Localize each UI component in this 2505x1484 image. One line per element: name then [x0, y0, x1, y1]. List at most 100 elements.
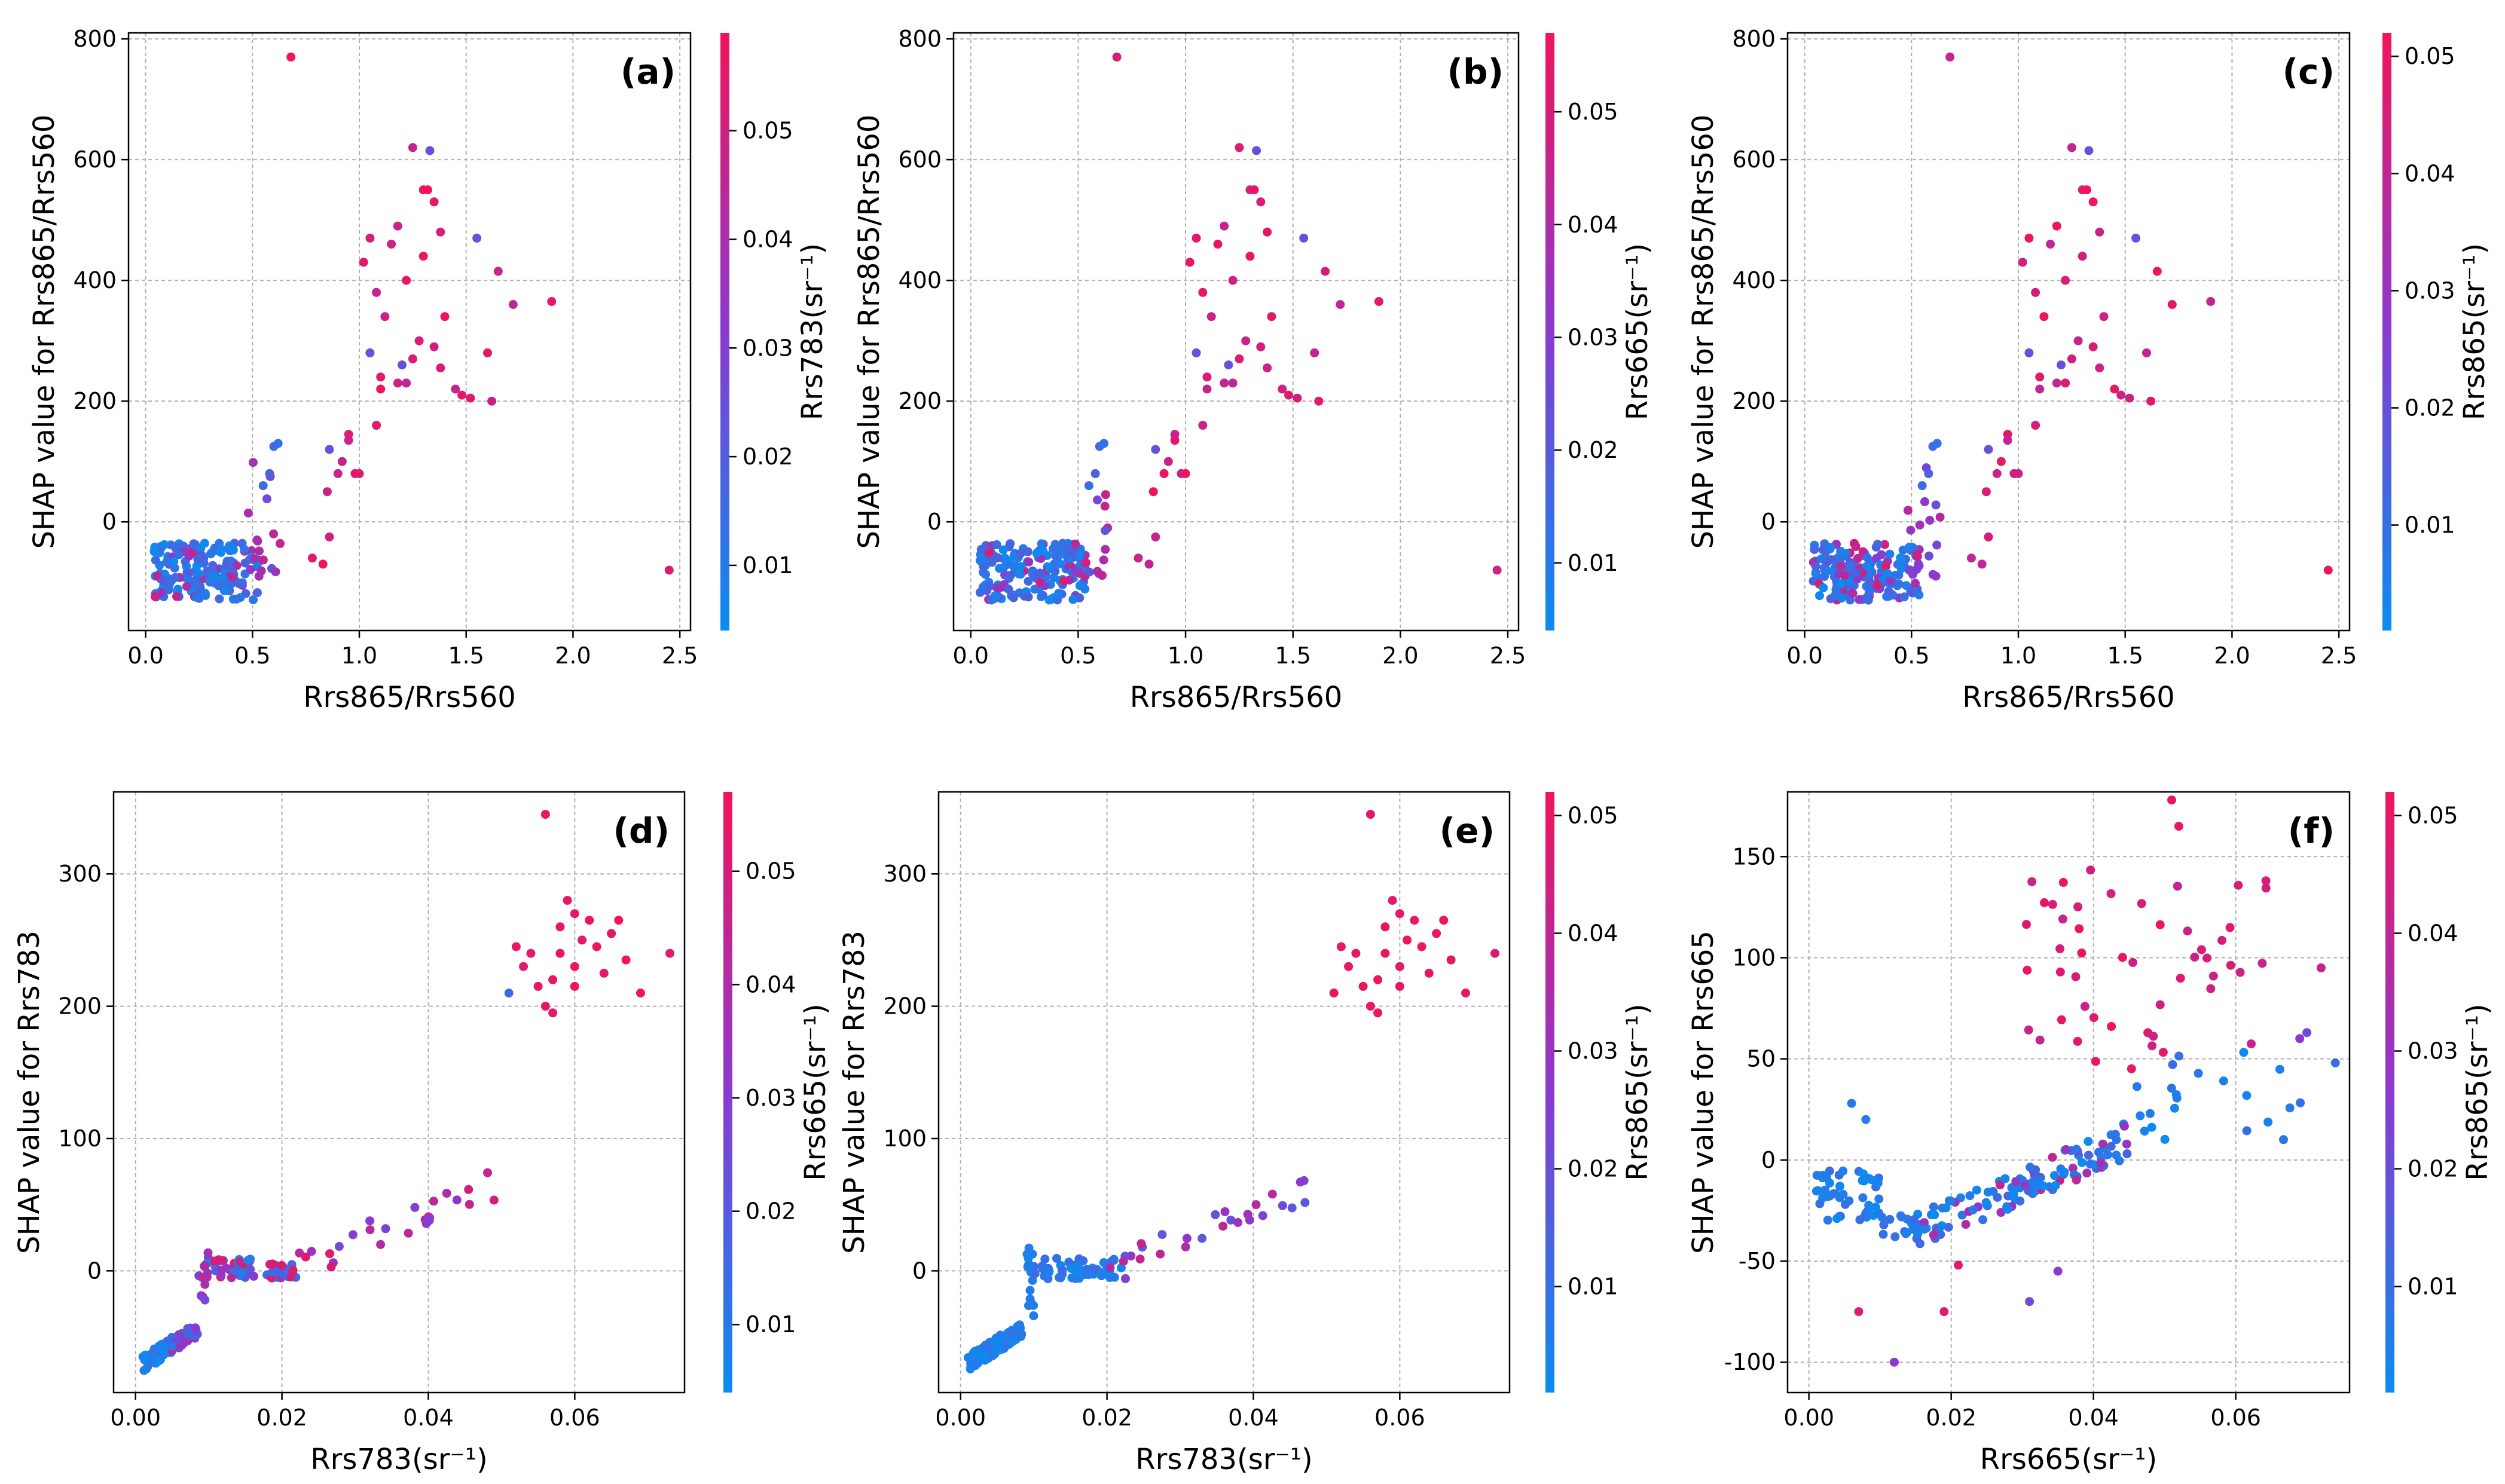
x-tick-label: 1.0	[341, 642, 377, 669]
scatter-point	[217, 544, 227, 554]
scatter-point	[2127, 1064, 2136, 1073]
scatter-point	[1862, 553, 1872, 562]
scatter-point	[1344, 962, 1354, 971]
colorbar: 0.01 0.02 0.03 0.04 0.05 Rrs665(sr⁻¹)	[723, 792, 832, 1393]
scatter-point	[1945, 52, 1955, 62]
scatter-point	[570, 981, 579, 991]
scatter-point	[2257, 959, 2267, 968]
scatter-point	[1984, 532, 1993, 541]
scatter-point	[1826, 543, 1835, 552]
scatter-point	[408, 354, 417, 363]
scatter-point	[256, 566, 266, 576]
scatter-point	[268, 1259, 277, 1269]
scatter-point	[578, 935, 587, 945]
scatter-point	[150, 542, 160, 552]
scatter-point	[2078, 252, 2087, 261]
scatter-point	[1228, 378, 1238, 388]
scatter-point	[1252, 146, 1261, 155]
scatter-point	[2206, 297, 2216, 306]
scatter-point	[464, 1185, 473, 1194]
y-tick-label: 0	[1761, 1147, 1776, 1173]
scatter-point	[540, 1002, 550, 1011]
scatter-point	[393, 221, 402, 231]
scatter-point	[1838, 1166, 1848, 1176]
scatter-point	[1380, 948, 1390, 958]
scatter-point	[1070, 567, 1080, 576]
scatter-point	[2132, 1082, 2142, 1091]
scatter-point	[1119, 1256, 1128, 1266]
scatter-point	[276, 538, 285, 548]
y-tick-label: 0	[1761, 509, 1776, 535]
scatter-point	[1074, 1254, 1084, 1263]
scatter-point	[337, 457, 347, 466]
colorbar-tick-label: 0.05	[1568, 99, 1618, 125]
scatter-point	[1080, 585, 1090, 594]
y-tick-label: 300	[883, 861, 927, 887]
scatter-point	[1206, 312, 1216, 322]
scatter-point	[2077, 948, 2087, 958]
scatter-point	[2110, 384, 2119, 394]
colorbar-tick-label: 0.03	[746, 1085, 796, 1111]
scatter-point	[1873, 1178, 1883, 1188]
colorbar-tick-label: 0.04	[2408, 920, 2458, 946]
panel-label: (c)	[2283, 51, 2335, 92]
scatter-point	[2235, 968, 2245, 977]
scatter-point	[1395, 962, 1404, 971]
scatter-point	[1245, 252, 1255, 261]
panel-label: (f)	[2288, 810, 2335, 851]
scatter-point	[1185, 258, 1195, 267]
panel-a: 0.0 0.5 1.0 1.5 2.0 2.5 0 200 400 600 800 (a) Rrs865…	[28, 26, 829, 714]
scatter-point	[249, 554, 259, 564]
scatter-point	[344, 436, 353, 445]
scatter-point	[1071, 539, 1080, 549]
scatter-point	[237, 1268, 247, 1277]
scatter-point	[190, 576, 200, 586]
scatter-point	[414, 336, 424, 345]
scatter-point	[253, 588, 262, 598]
panel-label: (a)	[621, 51, 676, 92]
scatter-point	[169, 556, 179, 566]
scatter-point	[2082, 185, 2091, 195]
scatter-point	[2035, 1035, 2045, 1045]
scatter-point	[2058, 914, 2067, 924]
scatter-point	[1182, 1234, 1192, 1243]
scatter-point	[1218, 1222, 1228, 1231]
scatter-point	[1197, 1234, 1207, 1243]
scatter-point	[1001, 560, 1011, 570]
scatter-point	[1860, 1211, 1869, 1221]
scatter-point	[2183, 926, 2192, 936]
scatter-point	[2110, 1130, 2120, 1139]
x-tick-label: 0.02	[1082, 1405, 1132, 1431]
scatter-point	[1278, 1201, 1287, 1210]
scatter-point	[2115, 1156, 2124, 1165]
scatter-point	[2086, 865, 2095, 875]
scatter-point	[2095, 363, 2104, 373]
scatter-point	[2323, 565, 2333, 575]
colorbar-tick-label: 0.02	[743, 443, 793, 470]
colorbar-tick-label: 0.05	[1568, 802, 1618, 828]
scatter-point	[288, 1265, 298, 1275]
scatter-point	[1896, 553, 1905, 562]
scatter-points	[138, 810, 674, 1375]
scatter-point	[1156, 1249, 1165, 1259]
scatter-point	[1841, 549, 1850, 558]
scatter-point	[1446, 955, 1456, 965]
scatter-point	[2011, 1177, 2021, 1186]
colorbar-tick-label: 0.03	[743, 335, 793, 361]
scatter-point	[1906, 525, 1916, 535]
scatter-point	[2039, 312, 2049, 322]
scatter-point	[410, 1203, 420, 1212]
scatter-point	[563, 896, 572, 905]
scatter-point	[429, 1197, 438, 1206]
scatter-point	[269, 529, 279, 538]
scatter-point	[1284, 390, 1293, 400]
y-tick-label: 0	[87, 1257, 102, 1284]
scatter-point	[2226, 960, 2235, 970]
scatter-point	[286, 1272, 295, 1282]
scatter-point	[1811, 562, 1820, 571]
scatter-point	[1151, 445, 1160, 454]
scatter-point	[148, 1352, 157, 1361]
scatter-point	[2160, 1134, 2170, 1144]
scatter-point	[2060, 1167, 2069, 1177]
scatter-point	[1983, 1188, 1993, 1197]
